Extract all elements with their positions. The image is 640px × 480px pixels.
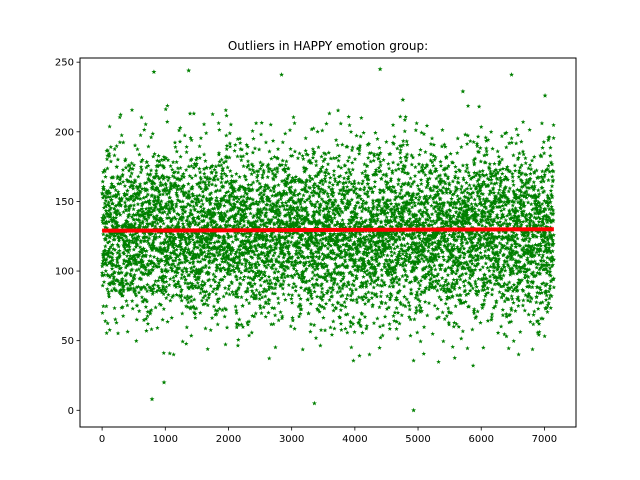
outlier-point bbox=[186, 67, 192, 73]
y-tick-label: 0 bbox=[68, 406, 74, 417]
outlier-point bbox=[400, 97, 406, 102]
outlier-point bbox=[509, 72, 515, 77]
y-tick-label: 150 bbox=[55, 197, 74, 208]
outlier-point bbox=[161, 379, 167, 385]
x-tick-label: 6000 bbox=[468, 434, 493, 445]
outlier-point bbox=[311, 400, 317, 406]
x-tick-label: 1000 bbox=[153, 434, 178, 445]
y-tick-label: 250 bbox=[55, 58, 74, 69]
outlier-point bbox=[411, 407, 417, 413]
y-tick-label: 200 bbox=[55, 127, 74, 138]
x-tick-label: 3000 bbox=[279, 434, 304, 445]
x-tick-label: 5000 bbox=[405, 434, 430, 445]
x-tick-label: 2000 bbox=[216, 434, 241, 445]
outlier-point bbox=[542, 93, 548, 98]
mean-line bbox=[102, 227, 554, 233]
scatter-point-cloud bbox=[99, 103, 557, 368]
outlier-point bbox=[149, 396, 155, 402]
x-tick-label: 7000 bbox=[532, 434, 557, 445]
scatter-points bbox=[99, 66, 557, 413]
x-tick-label: 4000 bbox=[342, 434, 367, 445]
x-tick-label: 0 bbox=[99, 434, 105, 445]
y-tick-label: 50 bbox=[61, 336, 74, 347]
mean-line-layer bbox=[102, 227, 554, 233]
y-tick-label: 100 bbox=[55, 267, 74, 278]
chart-title: Outliers in HAPPY emotion group: bbox=[228, 39, 428, 53]
outlier-point bbox=[377, 66, 383, 72]
outlier-point bbox=[460, 88, 466, 94]
y-axis-ticks: 0 50 100 150 200 250 bbox=[55, 58, 80, 417]
plot-area-frame bbox=[79, 57, 577, 428]
outlier-point bbox=[151, 69, 157, 75]
x-axis-ticks: 0 1000 2000 3000 4000 5000 6000 7000 bbox=[99, 427, 557, 445]
outlier-point bbox=[279, 72, 285, 77]
